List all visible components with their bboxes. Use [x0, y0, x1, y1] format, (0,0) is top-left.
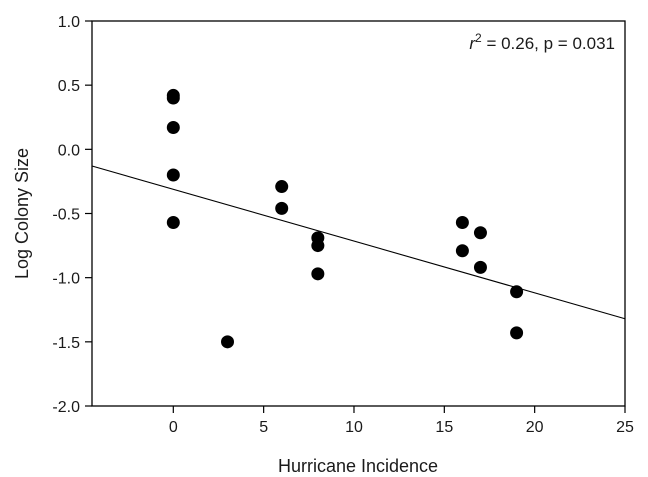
regression-line [91, 165, 626, 320]
data-point [166, 215, 180, 229]
data-point [510, 326, 524, 340]
y-axis-ticks: 1.0 0.5 0.0 -0.5 -1.0 -1.5 -2.0 [52, 14, 92, 416]
plot-frame [91, 20, 626, 407]
y-tick-label: 0.0 [58, 142, 80, 159]
data-point [455, 244, 469, 258]
y-tick-label: 1.0 [58, 14, 80, 31]
data-point [311, 267, 325, 281]
x-tick-label: 25 [616, 419, 634, 436]
x-tick-label: 0 [169, 419, 178, 436]
y-tick-label: -2.0 [52, 399, 80, 416]
data-point [510, 285, 524, 299]
x-tick-label: 5 [259, 419, 268, 436]
x-tick-label: 15 [435, 419, 453, 436]
x-axis-title: Hurricane Incidence [278, 456, 438, 476]
data-point [275, 180, 289, 194]
data-point [166, 168, 180, 182]
stats-text: = 0.26, p = 0.031 [482, 34, 615, 53]
x-tick-label: 10 [345, 419, 363, 436]
data-points [166, 88, 524, 349]
x-axis-ticks: 0 5 10 15 20 25 [169, 406, 634, 436]
y-tick-label: -0.5 [52, 207, 80, 224]
y-tick-label: -1.5 [52, 335, 80, 352]
y-tick-label: 0.5 [58, 78, 80, 95]
data-point [275, 201, 289, 215]
data-point [473, 260, 487, 274]
data-point [221, 335, 235, 349]
data-point [166, 91, 180, 105]
stats-annotation: r2 = 0.26, p = 0.031 [469, 31, 615, 53]
x-tick-label: 20 [526, 419, 544, 436]
y-axis-title: Log Colony Size [12, 148, 32, 279]
data-point [311, 239, 325, 253]
r-exponent: 2 [475, 31, 482, 45]
r-symbol: r [469, 34, 476, 53]
data-point [473, 226, 487, 240]
data-point [166, 121, 180, 135]
y-tick-label: -1.0 [52, 271, 80, 288]
data-point [455, 215, 469, 229]
